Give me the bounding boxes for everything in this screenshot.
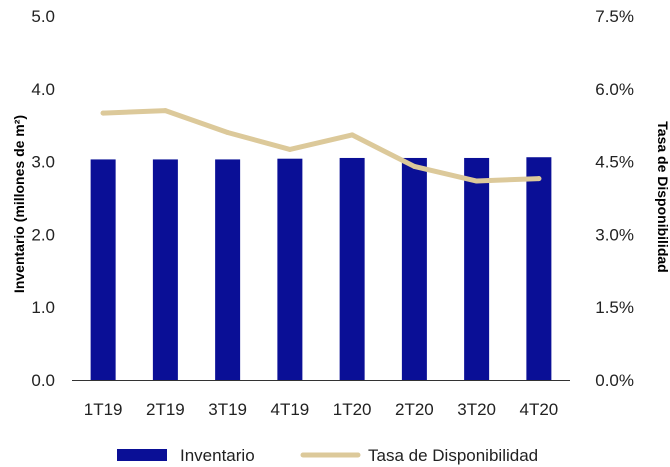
x-tick-label: 4T20 [520, 400, 559, 419]
x-tick-label: 3T19 [208, 400, 247, 419]
bar-4t19 [277, 158, 303, 380]
x-tick-label: 3T20 [457, 400, 496, 419]
y-tick-label: 5.0 [31, 7, 55, 26]
y-tick-label: 4.0 [31, 80, 55, 99]
x-tick-label: 1T20 [333, 400, 372, 419]
bar-1t19 [90, 159, 116, 380]
line-point-3t19 [225, 129, 231, 135]
legend-swatch-inventario [117, 449, 167, 461]
y2-tick-label: 3.0% [595, 225, 634, 244]
x-tick-label: 1T19 [84, 400, 123, 419]
line-point-2t20 [411, 163, 417, 169]
y2-tick-label: 1.5% [595, 298, 634, 317]
line-point-2t19 [162, 108, 168, 114]
line-point-4t19 [287, 146, 293, 152]
x-tick-label: 2T20 [395, 400, 434, 419]
line-layer [100, 108, 542, 184]
bar-2t20 [401, 157, 427, 380]
bars-layer [90, 157, 552, 380]
bar-3t20 [464, 157, 490, 380]
bar-2t19 [152, 159, 178, 380]
x-tick-label: 2T19 [146, 400, 185, 419]
y-tick-label: 2.0 [31, 225, 55, 244]
bar-1t20 [339, 157, 365, 380]
line-point-3t20 [474, 178, 480, 184]
bar-4t20 [526, 157, 552, 380]
bar-3t19 [215, 159, 241, 380]
y2-tick-label: 4.5% [595, 153, 634, 172]
x-tick-label: 4T19 [271, 400, 310, 419]
y2-tick-label: 6.0% [595, 80, 634, 99]
y2-tick-label: 7.5% [595, 7, 634, 26]
y2-axis-title: Tasa de Disponibilidad [655, 121, 670, 272]
y-tick-label: 1.0 [31, 298, 55, 317]
legend-label-inventario: Inventario [180, 446, 255, 465]
line-point-4t20 [536, 176, 542, 182]
y-tick-label: 3.0 [31, 153, 55, 172]
y-tick-label: 0.0 [31, 371, 55, 390]
line-tasa-de-disponibilidad [100, 108, 542, 184]
y-axis-title: Inventario (millones de m²) [11, 115, 27, 293]
legend-label-tasa: Tasa de Disponibilidad [368, 446, 538, 465]
line-point-1t19 [100, 110, 106, 116]
ticks-layer: 0.0 1.0 2.0 3.0 4.0 5.0 0.0% 1.5% 3.0% 4.5% 6.0% 7.… [31, 7, 634, 419]
y2-tick-label: 0.0% [595, 371, 634, 390]
line-point-1t20 [349, 132, 355, 138]
legend: Inventario Tasa de Disponibilidad [117, 446, 538, 465]
